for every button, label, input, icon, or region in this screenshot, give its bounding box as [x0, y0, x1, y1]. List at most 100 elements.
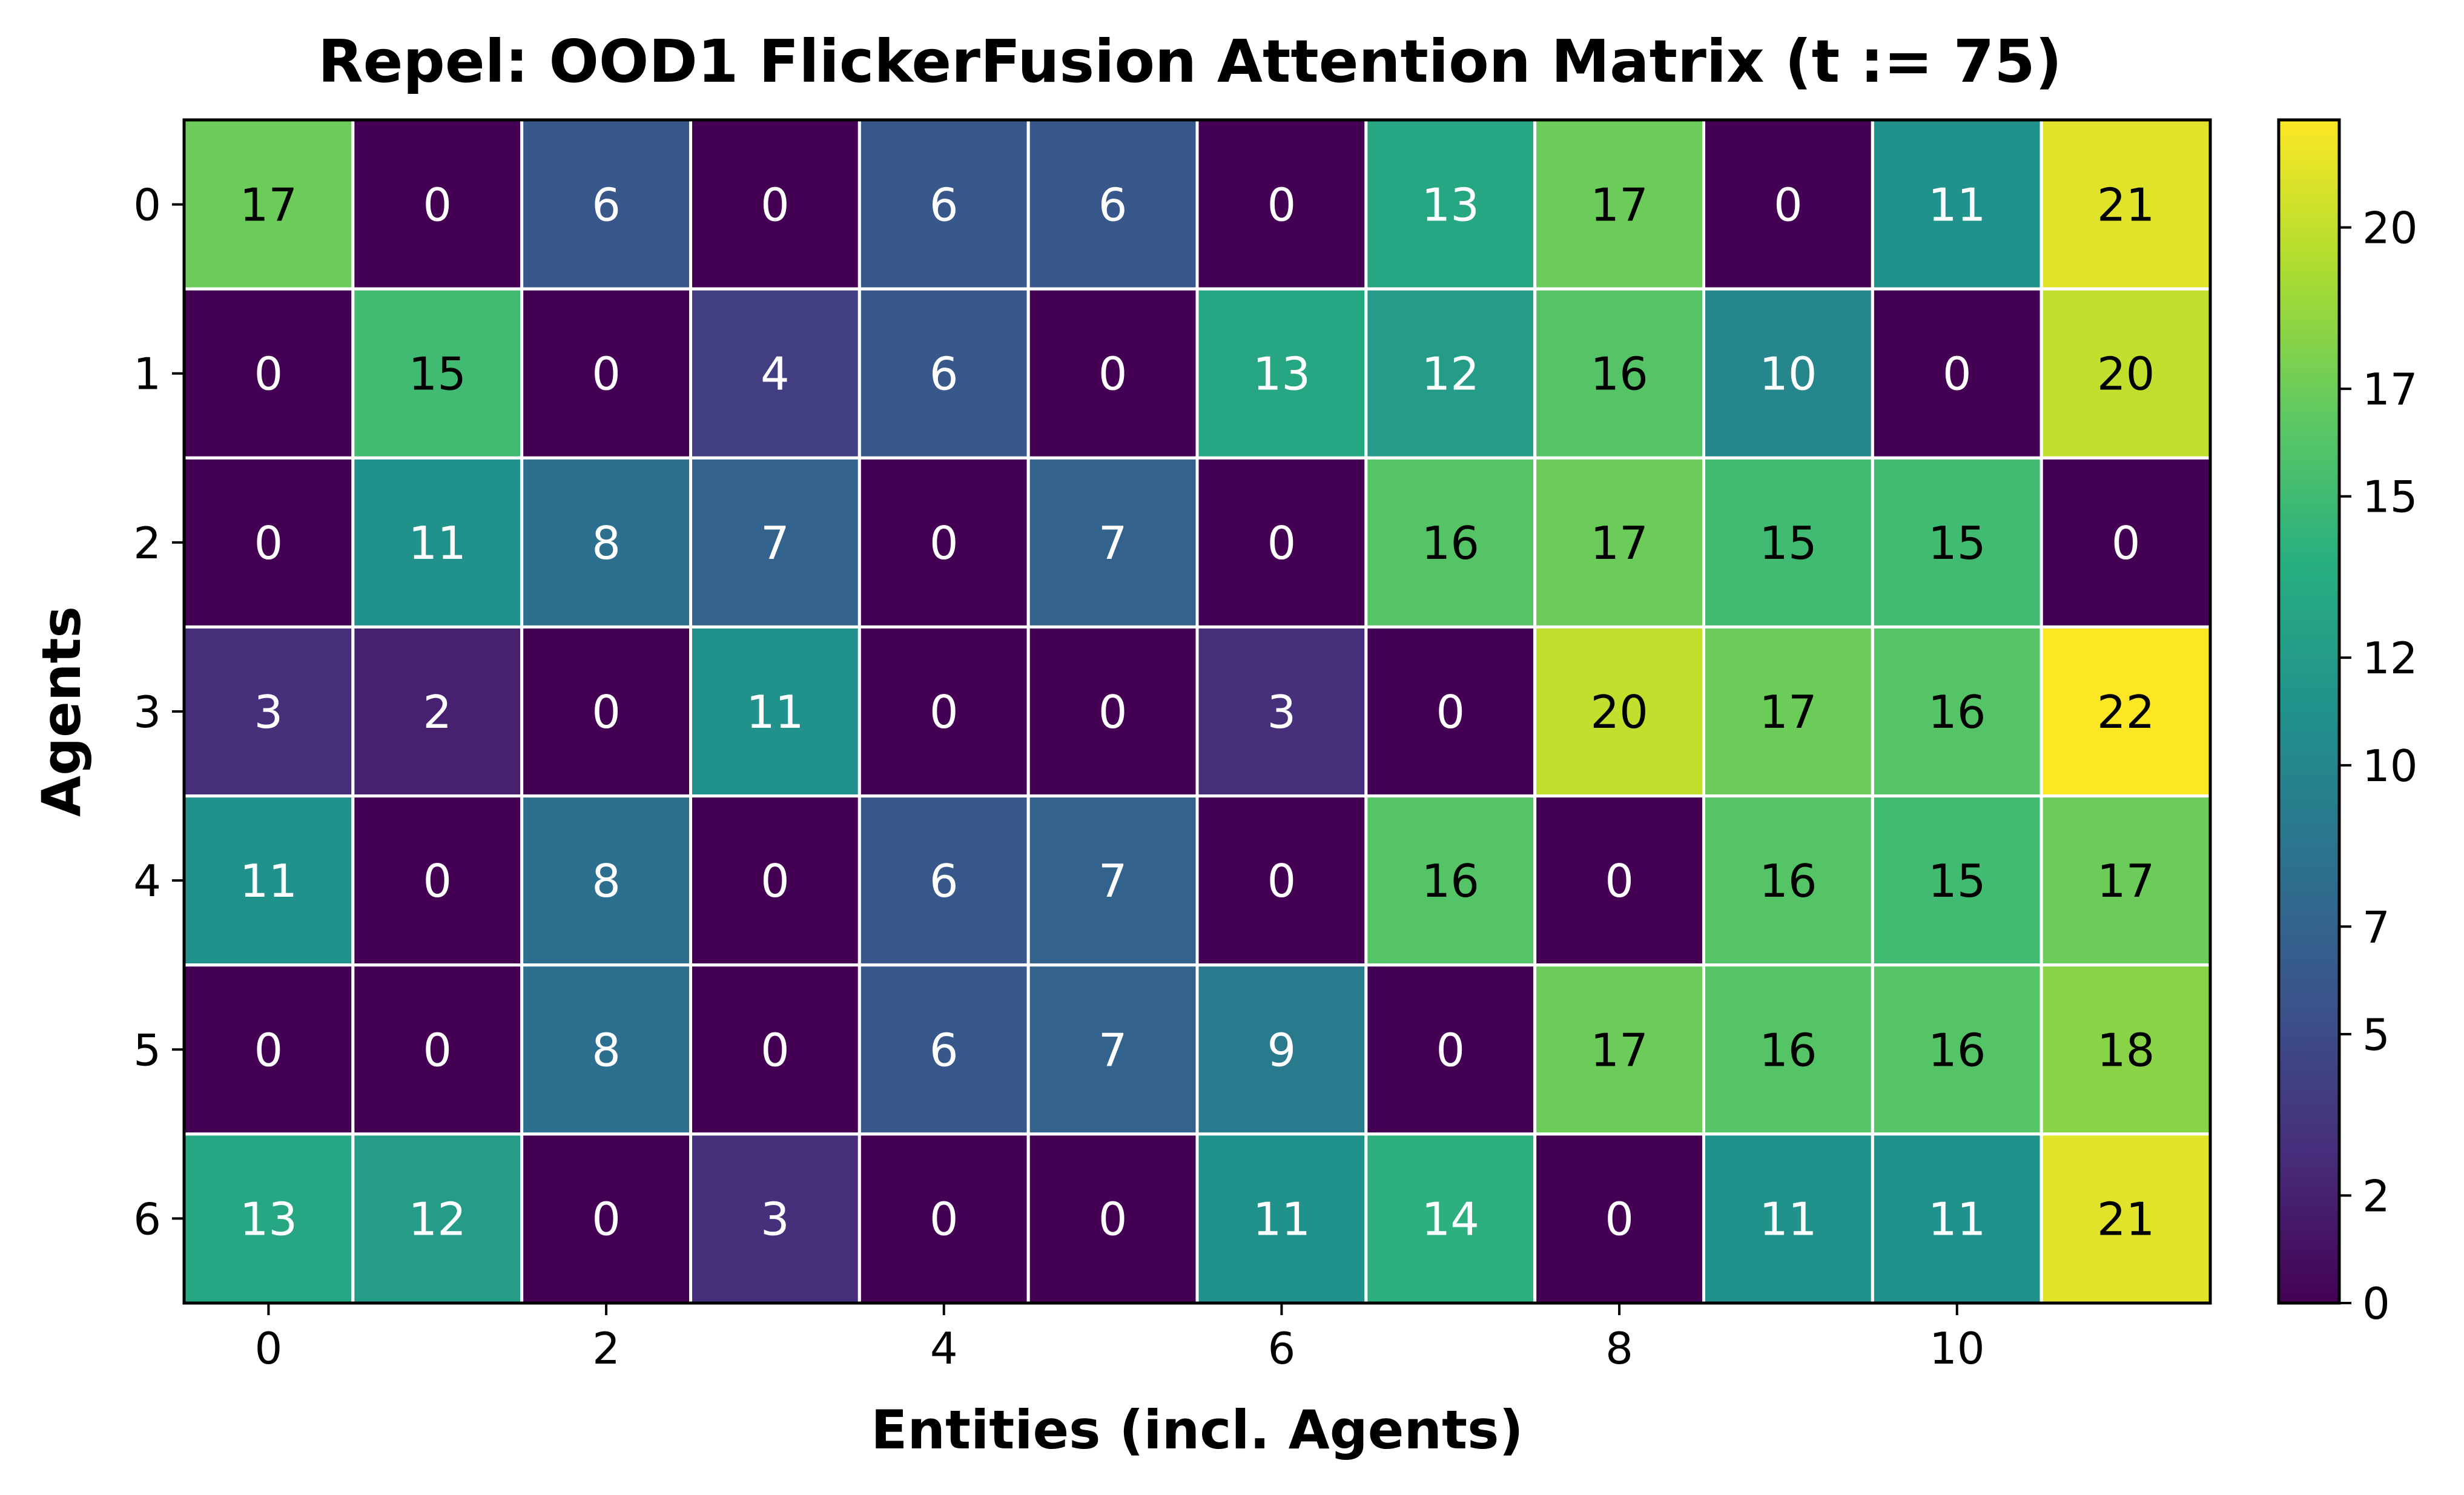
- heatmap-cell-r0-c7: [1364, 118, 1537, 291]
- heatmap-cell-r5-c11: [2040, 963, 2212, 1136]
- cell-label-r3-c3: 11: [746, 685, 804, 739]
- cell-label-r2-c6: 0: [1267, 516, 1296, 570]
- cell-label-r5-c7: 0: [1436, 1023, 1465, 1077]
- cell-label-r0-c6: 0: [1267, 179, 1296, 232]
- heatmap-cell-r0-c0: [182, 118, 355, 291]
- cell-label-r4-c8: 0: [1605, 854, 1634, 908]
- cell-label-r2-c4: 0: [930, 516, 959, 570]
- colorbar-gradient: [2277, 118, 2341, 1305]
- heatmap-cell-r3-c10: [1871, 625, 2043, 798]
- heatmap-cell-r3-c2: [520, 625, 693, 798]
- cell-label-r1-c6: 13: [1253, 348, 1310, 401]
- cell-label-r0-c9: 0: [1774, 179, 1803, 232]
- cell-label-r5-c3: 0: [761, 1023, 790, 1077]
- heatmap-cell-r3-c0: [182, 625, 355, 798]
- cell-label-r1-c1: 15: [409, 348, 466, 401]
- heatmap-cell-r6-c6: [1195, 1132, 1368, 1305]
- x-tick-label: 4: [930, 1323, 958, 1374]
- cell-label-r0-c4: 6: [930, 179, 959, 232]
- colorbar: 0 2 5 7 10 12 15 17 20: [2277, 118, 2418, 1329]
- cell-label-r6-c5: 0: [1098, 1192, 1128, 1246]
- heatmap-cell-r5-c8: [1533, 963, 1706, 1136]
- cell-label-r4-c5: 7: [1098, 854, 1128, 908]
- heatmap-cell-r5-c0: [182, 963, 355, 1136]
- cell-label-r2-c3: 7: [761, 516, 790, 570]
- heatmap-cell-r6-c2: [520, 1132, 693, 1305]
- cell-label-r2-c10: 15: [1928, 516, 1986, 570]
- cell-label-r4-c6: 0: [1267, 854, 1296, 908]
- cell-label-r3-c10: 16: [1928, 685, 1986, 739]
- cell-label-r5-c0: 0: [254, 1023, 283, 1077]
- colorbar-tick-label: 17: [2362, 364, 2418, 415]
- y-tick-label: 4: [133, 856, 161, 906]
- heatmap-cell-r6-c11: [2040, 1132, 2212, 1305]
- cell-label-r2-c1: 11: [409, 516, 466, 570]
- cell-label-r3-c9: 17: [1759, 685, 1817, 739]
- cell-label-r3-c5: 0: [1098, 685, 1128, 739]
- heatmap-cells: [182, 118, 2212, 1305]
- heatmap-cell-r1-c7: [1364, 287, 1537, 460]
- cell-label-r5-c9: 16: [1759, 1023, 1817, 1077]
- cell-label-r3-c6: 3: [1267, 685, 1296, 739]
- heatmap-cell-r2-c4: [857, 456, 1030, 629]
- cell-label-r4-c0: 11: [240, 854, 297, 908]
- cell-label-r0-c11: 21: [2097, 179, 2155, 232]
- cell-label-r4-c11: 17: [2097, 854, 2155, 908]
- cell-label-r1-c3: 4: [761, 348, 790, 401]
- cell-label-r4-c4: 6: [930, 854, 959, 908]
- cell-label-r3-c1: 2: [423, 685, 452, 739]
- colorbar-tick-label: 5: [2362, 1009, 2390, 1060]
- cell-label-r1-c8: 16: [1590, 348, 1648, 401]
- cell-label-r0-c8: 17: [1590, 179, 1648, 232]
- heatmap-cell-r0-c9: [1702, 118, 1874, 291]
- heatmap-cell-r6-c0: [182, 1132, 355, 1305]
- heatmap-cell-r4-c6: [1195, 794, 1368, 967]
- heatmap-cell-r6-c3: [689, 1132, 861, 1305]
- x-tick-label: 8: [1605, 1323, 1633, 1374]
- y-tick-label: 2: [133, 518, 161, 569]
- heatmap-cell-r3-c3: [689, 625, 861, 798]
- heatmap-cell-r1-c9: [1702, 287, 1874, 460]
- y-axis-label: Agents: [30, 606, 93, 817]
- heatmap-cell-r4-c2: [520, 794, 693, 967]
- heatmap-cell-r2-c3: [689, 456, 861, 629]
- heatmap-cell-r5-c7: [1364, 963, 1537, 1136]
- cell-label-r0-c5: 6: [1098, 179, 1128, 232]
- heatmap-cell-r6-c8: [1533, 1132, 1706, 1305]
- heatmap-cell-r3-c9: [1702, 625, 1874, 798]
- heatmap-cell-r2-c2: [520, 456, 693, 629]
- cell-label-r1-c0: 0: [254, 348, 283, 401]
- cell-label-r1-c11: 20: [2097, 348, 2155, 401]
- cell-label-r6-c9: 11: [1759, 1192, 1817, 1246]
- cell-label-r0-c10: 11: [1928, 179, 1986, 232]
- cell-label-r6-c2: 0: [592, 1192, 621, 1246]
- heatmap-cell-r4-c5: [1026, 794, 1199, 967]
- heatmap-cell-r4-c7: [1364, 794, 1537, 967]
- cell-label-r0-c1: 0: [423, 179, 452, 232]
- cell-label-r2-c11: 0: [2112, 516, 2141, 570]
- colorbar-tick-label: 0: [2362, 1278, 2390, 1329]
- cell-label-r5-c8: 17: [1590, 1023, 1648, 1077]
- cell-label-r1-c9: 10: [1759, 348, 1817, 401]
- cell-label-r6-c11: 21: [2097, 1192, 2155, 1246]
- heatmap-cell-r4-c4: [857, 794, 1030, 967]
- cell-label-r6-c0: 13: [240, 1192, 297, 1246]
- cell-label-r5-c11: 18: [2097, 1023, 2155, 1077]
- cell-label-r0-c0: 17: [240, 179, 297, 232]
- heatmap-cell-r5-c9: [1702, 963, 1874, 1136]
- cell-label-r6-c6: 11: [1253, 1192, 1310, 1246]
- cell-label-r4-c9: 16: [1759, 854, 1817, 908]
- heatmap-cell-r6-c1: [351, 1132, 524, 1305]
- heatmap-cell-r3-c6: [1195, 625, 1368, 798]
- heatmap-cell-r5-c6: [1195, 963, 1368, 1136]
- cell-label-r6-c1: 12: [409, 1192, 466, 1246]
- colorbar-tick-label: 10: [2362, 741, 2418, 791]
- heatmap-cell-r2-c6: [1195, 456, 1368, 629]
- heatmap-cell-r1-c4: [857, 287, 1030, 460]
- cell-label-r5-c1: 0: [423, 1023, 452, 1077]
- colorbar-tick-label: 20: [2362, 203, 2418, 254]
- heatmap-cell-r6-c4: [857, 1132, 1030, 1305]
- heatmap-cell-r6-c10: [1871, 1132, 2043, 1305]
- cell-label-r0-c3: 0: [761, 179, 790, 232]
- heatmap-cell-r0-c11: [2040, 118, 2212, 291]
